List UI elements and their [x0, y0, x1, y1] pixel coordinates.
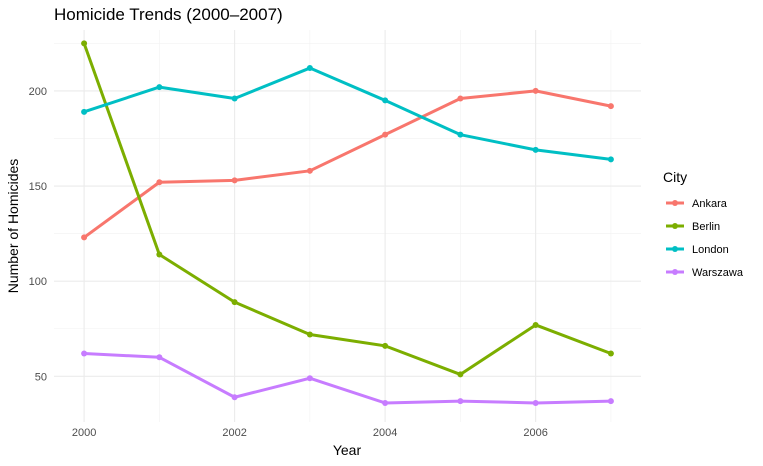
legend-label: Warszawa [692, 267, 744, 279]
major-gridlines [54, 30, 641, 422]
data-point-berlin [231, 299, 238, 306]
data-point-warszawa [306, 375, 313, 382]
y-axis-title: Number of Homicides [5, 159, 21, 294]
series-london [81, 65, 614, 163]
series-line-warszawa [84, 351, 611, 405]
chart-title: Homicide Trends (2000–2007) [54, 5, 283, 24]
series-berlin [81, 40, 614, 378]
data-point-warszawa [81, 350, 88, 357]
data-point-ankara [231, 177, 238, 184]
data-point-warszawa [231, 394, 238, 401]
minor-gridlines [54, 30, 641, 422]
data-point-berlin [607, 350, 614, 357]
data-point-warszawa [156, 354, 163, 361]
data-point-ankara [457, 95, 464, 102]
series-line-ankara [83, 89, 612, 239]
data-point-berlin [306, 331, 313, 338]
series-line-berlin [82, 42, 612, 376]
data-point-berlin [532, 321, 539, 328]
data-point-ankara [306, 167, 313, 174]
data-point-berlin [382, 342, 389, 349]
series-warszawa [81, 350, 614, 406]
series-ankara [81, 87, 614, 241]
x-tick-label: 2000 [72, 427, 96, 439]
data-point-berlin [156, 251, 163, 258]
data-point-london [382, 97, 389, 104]
y-tick-label: 150 [29, 181, 47, 193]
data-point-warszawa [532, 399, 539, 406]
x-tick-label: 2004 [373, 427, 397, 439]
data-point-berlin [81, 40, 88, 47]
data-point-ankara [607, 103, 614, 110]
data-point-london [457, 131, 464, 138]
x-axis-ticks: 2000 2002 2004 2006 [72, 427, 548, 439]
series-line-london [83, 66, 612, 161]
x-tick-label: 2006 [523, 427, 547, 439]
y-axis-ticks: 50 100 150 200 [29, 86, 47, 383]
legend-item-warszawa: Warszawa [666, 267, 744, 279]
data-point-london [81, 108, 88, 115]
data-point-ankara [532, 87, 539, 94]
data-point-london [607, 156, 614, 163]
data-point-warszawa [457, 398, 464, 405]
legend-key-point [672, 200, 678, 206]
data-point-london [156, 84, 163, 91]
data-point-ankara [382, 131, 389, 138]
legend-item-ankara: Ankara [666, 198, 728, 210]
data-point-london [306, 65, 313, 72]
y-tick-label: 100 [29, 276, 47, 288]
legend-title: City [663, 169, 687, 185]
legend-item-london: London [666, 244, 729, 256]
y-tick-label: 50 [35, 371, 47, 383]
series-layer [81, 40, 614, 406]
legend-key-point [672, 269, 678, 275]
data-point-warszawa [382, 399, 389, 406]
x-tick-label: 2002 [222, 427, 246, 439]
data-point-berlin [457, 371, 464, 378]
data-point-ankara [81, 234, 88, 241]
data-point-london [532, 146, 539, 153]
legend: Ankara Berlin London Warszawa [666, 198, 744, 279]
data-point-london [231, 95, 238, 102]
legend-label: Berlin [692, 221, 720, 233]
legend-key-point [672, 246, 678, 252]
y-tick-label: 200 [29, 86, 47, 98]
data-point-warszawa [607, 398, 614, 405]
legend-item-berlin: Berlin [666, 221, 720, 233]
legend-label: Ankara [692, 198, 728, 210]
data-point-ankara [156, 179, 163, 186]
x-axis-title: Year [333, 442, 362, 458]
legend-label: London [692, 244, 729, 256]
legend-key-point [672, 223, 678, 229]
